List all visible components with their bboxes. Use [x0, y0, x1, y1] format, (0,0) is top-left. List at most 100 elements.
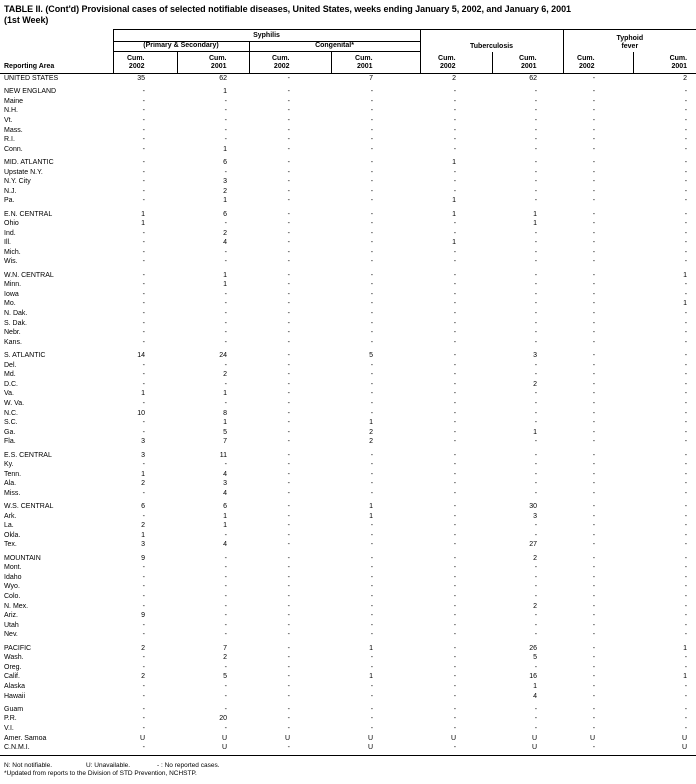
value-cell: -	[287, 631, 290, 639]
value-cell: -	[534, 583, 538, 591]
value-cell: -	[592, 470, 596, 478]
value-cell: -	[534, 319, 538, 327]
value-cell: -	[287, 644, 290, 652]
area-cell: Kans.	[4, 338, 22, 346]
area-cell: N. Dak.	[4, 310, 28, 318]
value-cell: -	[287, 210, 290, 218]
group-header-typhoid-fever: Typhoid fever	[562, 29, 696, 52]
area-cell: Nebr.	[4, 329, 21, 337]
value-cell: 2	[141, 522, 145, 530]
value-cell: -	[592, 564, 596, 572]
value-cell: -	[370, 88, 374, 96]
value-cell: -	[684, 290, 688, 298]
value-cell: -	[592, 197, 596, 205]
table-row: Alaska - - - - - 1 - -	[0, 682, 696, 692]
area-cell: Hawaii	[4, 692, 26, 700]
table-row: NEW ENGLAND - 1 - - - - - -	[0, 87, 696, 97]
value-cell: -	[287, 281, 290, 289]
value-cell: -	[142, 97, 145, 105]
table-row: Colo. - - - - - - - -	[0, 592, 696, 602]
value-cell: -	[142, 583, 145, 591]
table-row: Hawaii - - - - - 4 - -	[0, 692, 696, 702]
footnote-updated-reports: *Updated from reports to the Division of…	[4, 770, 197, 778]
area-cell: Guam	[4, 705, 24, 713]
value-cell: -	[534, 258, 538, 266]
value-cell: -	[287, 145, 290, 153]
value-cell: -	[287, 361, 290, 369]
value-cell: -	[142, 564, 145, 572]
value-cell: -	[592, 158, 596, 166]
value-cell: -	[287, 75, 290, 82]
value-cell: -	[534, 229, 538, 237]
value-cell: 1	[223, 197, 227, 205]
area-cell: E.S. CENTRAL	[4, 451, 52, 459]
value-cell: -	[592, 220, 596, 228]
value-cell: -	[287, 380, 290, 388]
value-cell: -	[592, 75, 596, 82]
value-cell: U	[531, 734, 538, 742]
table-row: MOUNTAIN 9 - - - - 2 - -	[0, 554, 696, 564]
value-cell: -	[287, 470, 290, 478]
value-cell: -	[142, 428, 145, 436]
value-cell: -	[224, 399, 227, 407]
table-row: Maine - - - - - - - -	[0, 97, 696, 107]
value-cell: -	[592, 644, 596, 652]
area-cell: UNITED STATES	[4, 75, 59, 82]
value-cell: -	[684, 531, 688, 539]
area-cell: Amer. Samoa	[4, 734, 47, 742]
table-row: Nev. - - - - - - - -	[0, 630, 696, 640]
value-cell: -	[684, 593, 688, 601]
subgroup-header-congenital: Congenital*	[248, 41, 421, 52]
value-cell: 1	[452, 210, 457, 218]
subgroup-header-primary-secondary: (Primary & Secondary)	[112, 41, 249, 52]
value-cell: 62	[529, 75, 538, 82]
value-cell: -	[224, 593, 227, 601]
table-row: W.N. CENTRAL - 1 - - - - - 1	[0, 271, 696, 281]
value-cell: -	[453, 564, 457, 572]
table-row: Pa. - 1 - - 1 - - -	[0, 196, 696, 206]
area-cell: Del.	[4, 361, 17, 369]
value-cell: -	[534, 451, 538, 459]
table-row: R.I. - - - - - - - -	[0, 135, 696, 145]
value-cell: -	[684, 541, 688, 549]
value-cell: 2	[533, 602, 538, 610]
table-row: Nebr. - - - - - - - -	[0, 328, 696, 338]
value-cell: -	[592, 705, 596, 713]
value-cell: -	[370, 583, 374, 591]
value-cell: -	[370, 107, 374, 115]
value-cell: -	[370, 310, 374, 318]
value-cell: 1	[369, 503, 374, 511]
value-cell: U	[221, 744, 227, 752]
value-cell: -	[453, 248, 457, 256]
area-cell: Mich.	[4, 248, 21, 256]
value-cell: -	[453, 187, 457, 195]
value-cell: -	[592, 461, 596, 469]
value-cell: -	[592, 489, 596, 497]
value-cell: 3	[141, 541, 145, 549]
table-title: TABLE II. (Cont'd) Provisional cases of …	[0, 4, 696, 25]
value-cell: -	[592, 692, 596, 700]
value-cell: -	[453, 541, 457, 549]
value-cell: -	[370, 239, 374, 247]
area-cell: Utah	[4, 621, 19, 629]
value-cell: -	[370, 399, 374, 407]
value-cell: -	[684, 210, 688, 218]
value-cell: -	[534, 621, 538, 629]
area-cell: Iowa	[4, 290, 19, 298]
value-cell: U	[367, 744, 374, 752]
table-row: C.N.M.I. - U - U - U - U	[0, 743, 696, 753]
value-cell: -	[592, 338, 596, 346]
value-cell: -	[370, 390, 374, 398]
value-cell: -	[684, 692, 688, 700]
value-cell: -	[287, 352, 290, 359]
value-cell: -	[592, 451, 596, 459]
value-cell: -	[224, 319, 227, 327]
table-row: E.N. CENTRAL 1 6 - - 1 1 - -	[0, 210, 696, 220]
value-cell: -	[592, 168, 596, 176]
value-cell: 7	[223, 644, 227, 652]
value-cell: -	[142, 682, 145, 690]
area-cell: Vt.	[4, 116, 13, 124]
area-cell: Wash.	[4, 654, 24, 662]
value-cell: -	[142, 715, 145, 723]
value-cell: -	[370, 338, 374, 346]
